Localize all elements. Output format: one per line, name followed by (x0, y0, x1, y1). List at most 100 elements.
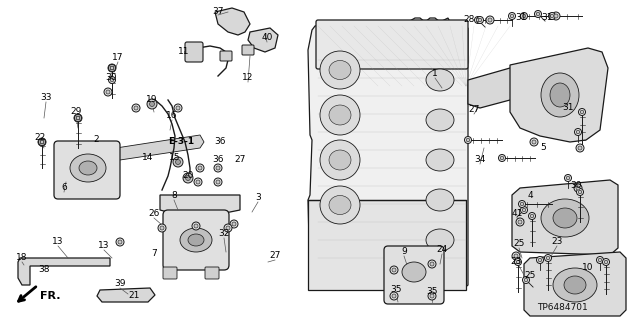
Circle shape (536, 256, 543, 263)
Text: 27: 27 (234, 155, 246, 165)
Circle shape (534, 11, 541, 18)
Circle shape (430, 262, 434, 266)
Text: 25: 25 (524, 271, 536, 280)
Text: 30: 30 (570, 182, 582, 190)
Circle shape (116, 238, 124, 246)
Circle shape (564, 174, 572, 182)
Ellipse shape (541, 73, 579, 117)
Polygon shape (308, 18, 468, 290)
Circle shape (548, 12, 556, 19)
FancyBboxPatch shape (163, 267, 177, 279)
Circle shape (109, 64, 115, 71)
Circle shape (545, 255, 552, 262)
Text: 8: 8 (171, 191, 177, 201)
Text: 5: 5 (540, 144, 546, 152)
Text: 27: 27 (269, 251, 281, 261)
Circle shape (538, 258, 541, 262)
Ellipse shape (320, 140, 360, 180)
Text: 23: 23 (551, 238, 563, 247)
Circle shape (109, 77, 115, 84)
Text: 34: 34 (474, 155, 486, 165)
FancyBboxPatch shape (220, 51, 232, 61)
Circle shape (108, 64, 116, 72)
Circle shape (598, 258, 602, 262)
Circle shape (477, 17, 483, 24)
Circle shape (428, 292, 436, 300)
Text: 17: 17 (112, 54, 124, 63)
Circle shape (196, 164, 204, 172)
Circle shape (158, 224, 166, 232)
Text: 7: 7 (151, 249, 157, 258)
Circle shape (520, 12, 527, 19)
Circle shape (76, 116, 80, 120)
Circle shape (176, 106, 180, 110)
Circle shape (216, 180, 220, 184)
Text: 19: 19 (147, 95, 157, 105)
Circle shape (192, 222, 200, 230)
Circle shape (160, 226, 164, 230)
Text: 16: 16 (166, 112, 178, 121)
FancyBboxPatch shape (163, 210, 229, 270)
Circle shape (552, 12, 560, 20)
Ellipse shape (329, 105, 351, 125)
Circle shape (499, 154, 506, 161)
Circle shape (500, 156, 504, 160)
Circle shape (514, 254, 518, 258)
Text: 32: 32 (218, 229, 230, 239)
Circle shape (430, 294, 434, 298)
Ellipse shape (426, 109, 454, 131)
Text: 36: 36 (214, 137, 226, 146)
Text: 20: 20 (182, 172, 194, 181)
Text: 29: 29 (70, 108, 82, 116)
Circle shape (547, 256, 550, 260)
Text: 35: 35 (390, 286, 402, 294)
Text: 15: 15 (169, 153, 180, 162)
Ellipse shape (175, 160, 180, 165)
Polygon shape (248, 28, 278, 52)
Circle shape (428, 260, 436, 268)
Ellipse shape (186, 175, 191, 181)
Text: 2: 2 (93, 136, 99, 145)
Ellipse shape (183, 173, 193, 183)
Circle shape (602, 258, 609, 265)
Text: 13: 13 (99, 241, 109, 250)
Circle shape (476, 18, 480, 22)
Circle shape (465, 137, 472, 144)
Text: 31: 31 (563, 103, 573, 113)
Circle shape (230, 220, 238, 228)
Ellipse shape (426, 229, 454, 251)
Circle shape (529, 212, 536, 219)
Ellipse shape (329, 61, 351, 79)
Circle shape (76, 116, 80, 120)
Circle shape (550, 14, 554, 18)
Circle shape (518, 201, 525, 207)
Circle shape (576, 186, 580, 190)
Circle shape (216, 166, 220, 170)
FancyBboxPatch shape (242, 45, 254, 55)
Circle shape (518, 220, 522, 224)
Circle shape (474, 17, 481, 24)
Ellipse shape (553, 208, 577, 228)
Text: 10: 10 (582, 263, 594, 272)
Text: 24: 24 (436, 246, 447, 255)
Ellipse shape (564, 276, 586, 294)
Text: 18: 18 (16, 254, 28, 263)
Polygon shape (524, 252, 626, 316)
Circle shape (579, 108, 586, 115)
Circle shape (134, 106, 138, 110)
Ellipse shape (180, 228, 212, 252)
Circle shape (576, 130, 580, 134)
Ellipse shape (402, 262, 426, 282)
Circle shape (38, 138, 46, 146)
Ellipse shape (426, 149, 454, 171)
Ellipse shape (147, 99, 157, 109)
Text: 13: 13 (52, 238, 64, 247)
Text: 14: 14 (142, 153, 154, 162)
Circle shape (196, 180, 200, 184)
Circle shape (488, 18, 492, 22)
Ellipse shape (150, 101, 154, 107)
Polygon shape (160, 195, 240, 218)
Circle shape (132, 104, 140, 112)
Text: 3: 3 (255, 194, 261, 203)
Text: 26: 26 (148, 210, 160, 219)
